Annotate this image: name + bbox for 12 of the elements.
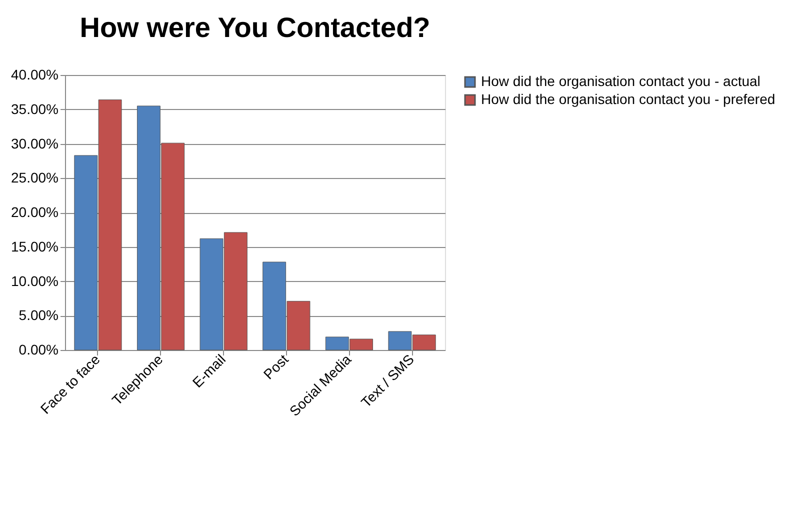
legend-label: How did the organisation contact you - actual xyxy=(481,73,760,89)
legend-label: How did the organisation contact you - prefered xyxy=(481,91,776,107)
y-tick-label: 30.00% xyxy=(11,135,58,152)
y-tick-label: 15.00% xyxy=(11,238,58,254)
y-tick-label: 35.00% xyxy=(11,100,58,117)
y-tick-label: 25.00% xyxy=(11,170,58,186)
y-tick-label: 40.00% xyxy=(11,66,58,82)
y-tick-label: 5.00% xyxy=(18,307,58,324)
chart-title: How were You Contacted? xyxy=(80,12,430,43)
y-tick-label: 20.00% xyxy=(11,204,58,220)
y-tick-label: 0.00% xyxy=(18,342,58,358)
y-tick-label: 10.00% xyxy=(11,272,58,289)
